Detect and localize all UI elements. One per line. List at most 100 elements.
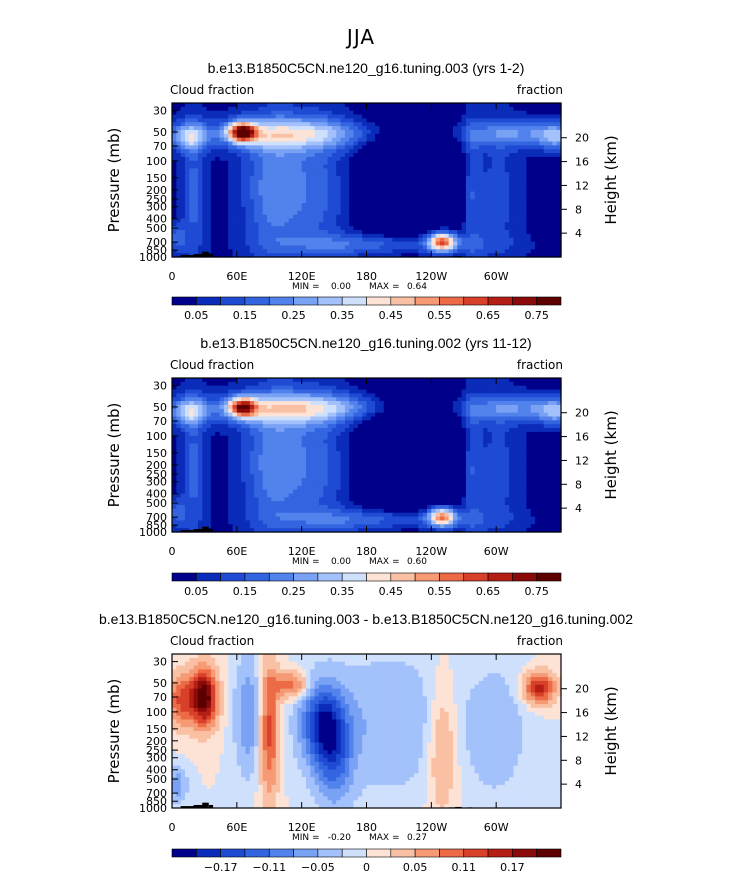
field-cell	[535, 424, 540, 429]
field-cell	[193, 145, 199, 150]
field-cell	[340, 118, 346, 123]
field-cell	[548, 416, 553, 421]
field-cell	[267, 129, 273, 135]
field-cell	[457, 408, 463, 414]
field-cell	[357, 145, 363, 150]
field-cell	[180, 214, 186, 220]
field-cell	[297, 428, 303, 433]
field-cell	[189, 245, 195, 250]
field-cell	[172, 149, 177, 154]
field-cell	[180, 180, 186, 185]
field-cell	[370, 199, 376, 204]
field-cell	[435, 133, 441, 139]
field-cell	[184, 393, 190, 398]
field-cell	[552, 404, 558, 410]
field-cell	[491, 218, 497, 223]
field-cell	[206, 401, 212, 406]
field-cell	[331, 168, 337, 173]
field-cell	[318, 187, 324, 193]
field-cell	[331, 206, 337, 212]
field-cell	[349, 195, 355, 200]
field-cell	[543, 122, 549, 127]
field-cell	[206, 160, 212, 166]
field-cell	[262, 183, 268, 189]
field-cell	[530, 164, 536, 170]
field-cell	[552, 420, 558, 425]
field-cell	[206, 195, 212, 200]
field-cell	[305, 233, 311, 239]
field-cell	[517, 237, 523, 243]
field-cell	[392, 401, 398, 406]
field-cell	[176, 381, 182, 387]
field-cell	[526, 233, 532, 239]
field-cell	[353, 149, 359, 154]
field-cell	[414, 153, 419, 158]
field-cell	[388, 412, 394, 418]
field-cell	[353, 153, 359, 158]
field-cell	[522, 401, 528, 406]
field-cell	[409, 187, 415, 193]
field-cell	[405, 183, 411, 189]
field-cell	[267, 145, 273, 150]
field-cell	[405, 424, 411, 429]
field-cell	[405, 218, 411, 223]
field-cell	[336, 206, 342, 212]
field-cell	[228, 218, 234, 223]
field-cell	[491, 230, 497, 235]
field-cell	[483, 149, 489, 154]
field-cell	[219, 230, 225, 235]
field-cell	[193, 404, 199, 410]
field-cell	[349, 241, 355, 247]
field-cell	[197, 168, 203, 173]
field-cell	[184, 156, 190, 162]
field-cell	[526, 110, 532, 116]
field-cell	[293, 222, 298, 227]
field-cell	[556, 230, 562, 235]
field-cell	[556, 122, 562, 127]
field-cell	[189, 106, 195, 112]
field-cell	[331, 110, 337, 116]
field-cell	[509, 126, 515, 131]
field-cell	[172, 126, 177, 131]
field-cell	[219, 389, 225, 394]
field-cell	[418, 149, 424, 154]
field-cell	[396, 249, 402, 254]
field-cell	[353, 397, 359, 402]
field-cell	[197, 183, 203, 189]
field-cell	[370, 156, 376, 162]
field-cell	[271, 404, 277, 410]
field-cell	[215, 156, 221, 162]
field-cell	[245, 103, 251, 108]
field-cell	[323, 199, 329, 204]
field-cell	[297, 218, 303, 223]
field-cell	[184, 431, 190, 437]
field-cell	[232, 141, 238, 146]
field-cell	[176, 206, 182, 212]
field-cell	[297, 133, 303, 139]
field-cell	[258, 431, 264, 437]
field-cell	[431, 206, 437, 212]
field-cell	[414, 203, 419, 208]
field-cell	[197, 210, 203, 216]
field-cell	[401, 187, 406, 193]
field-cell	[509, 393, 515, 398]
field-cell	[189, 431, 195, 437]
field-cell	[491, 210, 497, 216]
field-cell	[189, 412, 195, 418]
field-cell	[543, 378, 549, 383]
field-cell	[414, 199, 419, 204]
field-cell	[556, 153, 562, 158]
field-cell	[496, 404, 502, 410]
field-cell	[206, 114, 212, 119]
field-cell	[305, 180, 311, 185]
field-cell	[228, 404, 234, 410]
field-cell	[362, 401, 368, 406]
field-cell	[522, 385, 528, 391]
field-cell	[288, 206, 294, 212]
field-cell	[483, 385, 489, 391]
field-cell	[215, 122, 221, 127]
field-cell	[362, 218, 368, 223]
field-cell	[452, 249, 458, 254]
field-cell	[401, 210, 406, 216]
field-cell	[331, 180, 337, 185]
